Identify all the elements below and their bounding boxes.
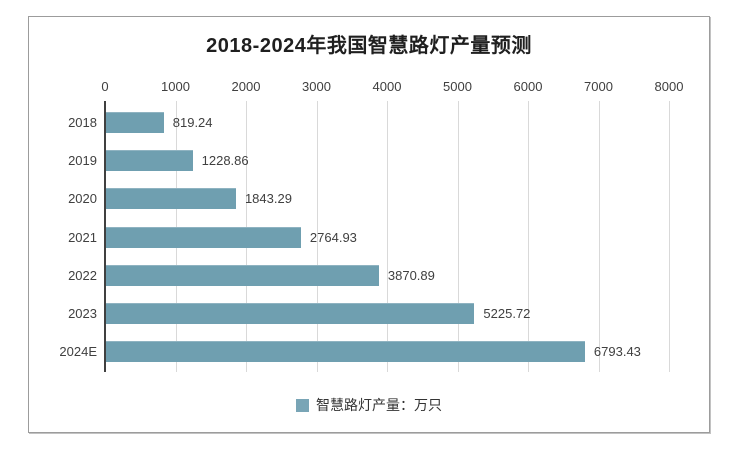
x-tick-label: 4000 xyxy=(372,79,402,94)
y-axis-line xyxy=(104,101,106,372)
x-tick-label: 6000 xyxy=(513,79,543,94)
category-label: 2022 xyxy=(68,267,97,283)
x-tick-label: 0 xyxy=(101,79,109,94)
value-label: 819.24 xyxy=(172,114,213,130)
bar xyxy=(106,264,379,286)
x-tick-label: 3000 xyxy=(302,79,331,94)
value-label: 2764.93 xyxy=(309,229,357,245)
bar xyxy=(106,149,193,171)
category-label: 2019 xyxy=(68,152,97,168)
value-label: 3870.89 xyxy=(387,267,435,283)
gridline xyxy=(669,101,670,372)
x-tick-label: 5000 xyxy=(443,79,472,94)
gridline xyxy=(387,101,388,372)
category-label: 2021 xyxy=(68,229,97,245)
chart-title: 2018-2024年我国智慧路灯产量预测 xyxy=(206,35,532,57)
gridline xyxy=(528,101,529,372)
legend-marker-icon xyxy=(296,398,309,412)
legend-label: 智慧路灯产量：万只 xyxy=(316,397,442,413)
bar xyxy=(106,341,585,363)
category-label: 2024E xyxy=(59,344,97,360)
value-label: 5225.72 xyxy=(483,306,531,322)
gridline xyxy=(316,101,318,372)
plot-area: 0 1000 2000 3000 4000 5000 6000 7000 8000 2018 819… xyxy=(29,17,711,434)
bar xyxy=(106,303,475,325)
category-label: 2023 xyxy=(68,306,97,322)
x-tick-label: 7000 xyxy=(584,79,613,94)
bar xyxy=(106,188,236,210)
value-label: 1228.86 xyxy=(201,152,249,168)
x-tick-label: 2000 xyxy=(231,79,261,94)
x-tick-label: 8000 xyxy=(654,79,684,94)
value-label: 1843.29 xyxy=(244,191,292,207)
category-label: 2020 xyxy=(68,191,97,207)
chart-frame: 2018-2024年我国智慧路灯产量预测 0 1000 2000 3000 4000 50… xyxy=(28,16,710,433)
gridline xyxy=(598,101,600,372)
category-label: 2018 xyxy=(68,114,97,130)
bar xyxy=(106,111,164,133)
gridline xyxy=(457,101,459,372)
value-label: 6793.43 xyxy=(593,344,641,360)
bar xyxy=(106,226,301,248)
x-tick-label: 1000 xyxy=(161,79,190,94)
legend: 智慧路灯产量：万只 xyxy=(29,395,709,415)
